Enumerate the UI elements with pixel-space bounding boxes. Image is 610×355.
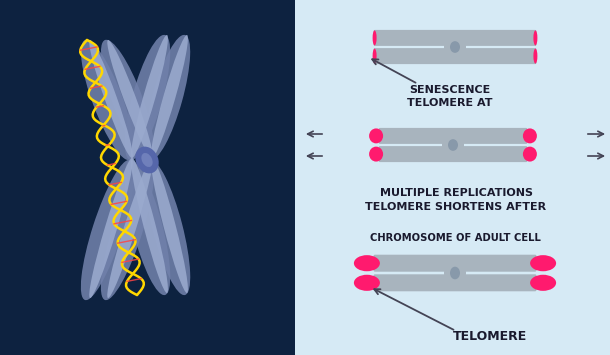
Ellipse shape [131,158,168,293]
Ellipse shape [135,147,159,173]
Ellipse shape [125,160,170,295]
FancyBboxPatch shape [373,48,537,64]
Bar [0,0,295,355]
Ellipse shape [107,40,152,158]
Ellipse shape [533,49,537,64]
Ellipse shape [81,40,134,160]
Ellipse shape [151,35,188,158]
Ellipse shape [125,35,170,160]
Ellipse shape [101,160,154,300]
Ellipse shape [530,255,556,271]
Ellipse shape [354,255,380,271]
Ellipse shape [145,160,190,295]
Ellipse shape [81,160,134,300]
Ellipse shape [373,49,376,64]
Text: TELOMERE AT: TELOMERE AT [407,98,493,108]
Text: CHROMOSOME OF ADULT CELL: CHROMOSOME OF ADULT CELL [370,233,540,243]
Bar [295,0,610,355]
Ellipse shape [131,35,168,158]
Ellipse shape [373,31,376,45]
Ellipse shape [444,35,466,59]
Ellipse shape [444,261,466,286]
Ellipse shape [89,158,133,298]
Ellipse shape [145,35,190,160]
FancyBboxPatch shape [373,274,537,291]
FancyBboxPatch shape [378,146,528,162]
Text: SENESCENCE: SENESCENCE [409,85,490,95]
Ellipse shape [107,158,152,298]
FancyBboxPatch shape [373,255,537,272]
Ellipse shape [151,158,188,293]
Ellipse shape [354,275,380,291]
Text: TELOMERE SHORTENS AFTER: TELOMERE SHORTENS AFTER [365,202,547,212]
Ellipse shape [442,133,464,157]
Ellipse shape [523,129,537,143]
Ellipse shape [369,129,383,143]
FancyBboxPatch shape [378,128,528,144]
Ellipse shape [530,275,556,291]
FancyBboxPatch shape [373,30,537,46]
Text: MULTIPLE REPLICATIONS: MULTIPLE REPLICATIONS [379,188,533,198]
Ellipse shape [533,31,537,45]
Text: TELOMERE: TELOMERE [453,331,527,344]
Ellipse shape [89,40,133,158]
Ellipse shape [142,153,152,167]
Ellipse shape [523,147,537,162]
Ellipse shape [450,41,460,53]
Ellipse shape [450,267,460,279]
Ellipse shape [369,147,383,162]
Ellipse shape [101,40,154,160]
Ellipse shape [448,139,458,151]
